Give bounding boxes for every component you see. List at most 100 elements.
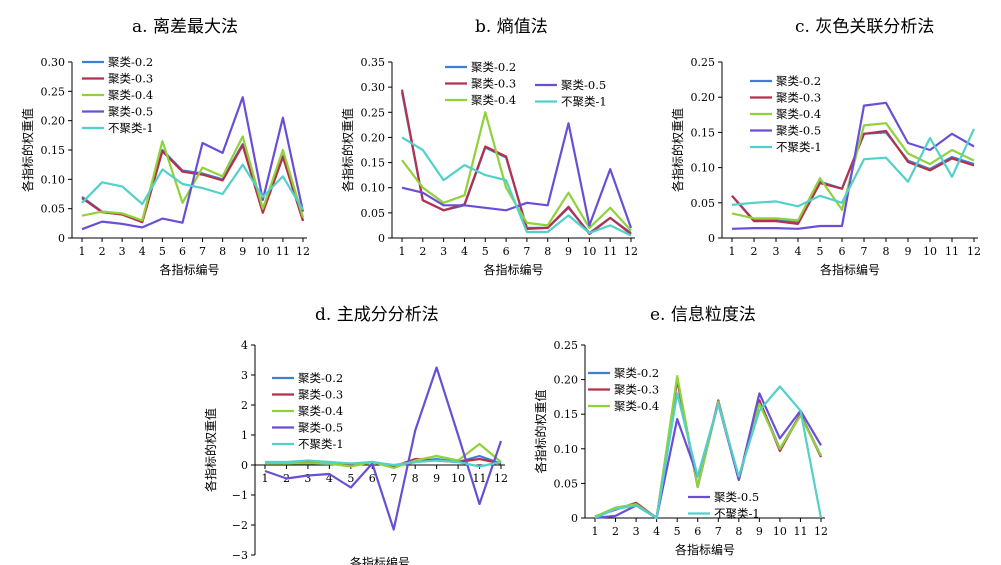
x-tick-label: 3 bbox=[304, 472, 311, 485]
y-tick-label: −1 bbox=[232, 489, 248, 502]
y-tick-label: 0.10 bbox=[41, 173, 66, 186]
x-tick-label: 1 bbox=[79, 245, 86, 258]
y-tick-label: 0.25 bbox=[691, 56, 716, 69]
chart-panel-e: e. 信息粒度法 0 0.05 0.10 0.15 0.20 0.25 1 2 3 4 5 6 7 8 9 1… bbox=[530, 290, 840, 565]
x-tick-label: 6 bbox=[839, 245, 846, 258]
x-tick-label: 5 bbox=[159, 245, 166, 258]
x-axis-title: 各指标编号 bbox=[675, 542, 735, 557]
series-line-聚类-0.5 bbox=[401, 122, 633, 229]
legend-label: 聚类-0.3 bbox=[614, 383, 659, 397]
x-tick-label: 2 bbox=[419, 245, 426, 258]
y-tick-label: 4 bbox=[241, 339, 248, 352]
chart-panel-b: b. 熵值法 0 0.05 0.10 0.15 0.20 0.25 0.30 0.35 1 2 3 4… bbox=[330, 0, 660, 285]
y-tick-label: −3 bbox=[232, 549, 248, 562]
y-tick-label: 0.05 bbox=[41, 203, 66, 216]
x-tick-label: 6 bbox=[694, 525, 701, 538]
x-tick-label: 2 bbox=[751, 245, 758, 258]
x-tick-label: 1 bbox=[262, 472, 269, 485]
x-tick-label: 5 bbox=[482, 245, 489, 258]
x-tick-label: 5 bbox=[817, 245, 824, 258]
legend-label: 聚类-0.4 bbox=[614, 399, 659, 413]
series-line-聚类-0.4 bbox=[265, 442, 502, 470]
series-line-不聚类-1 bbox=[731, 128, 975, 208]
y-tick-label: 3 bbox=[241, 369, 248, 382]
x-tick-label: 8 bbox=[883, 245, 890, 258]
legend-label: 聚类-0.3 bbox=[108, 72, 153, 86]
legend-label: 聚类-0.5 bbox=[108, 105, 153, 119]
legend-label: 不聚类-1 bbox=[714, 507, 760, 521]
legend-label: 不聚类-1 bbox=[776, 140, 822, 154]
chart-title: a. 离差最大法 bbox=[132, 17, 238, 37]
x-tick-label: 11 bbox=[945, 245, 959, 258]
x-tick-label: 10 bbox=[582, 245, 596, 258]
chart-title: e. 信息粒度法 bbox=[650, 305, 756, 325]
y-tick-label: 0 bbox=[708, 232, 715, 245]
x-axis-title: 各指标编号 bbox=[159, 262, 219, 277]
y-axis-title: 各指标的权重值 bbox=[670, 108, 685, 192]
legend-label: 聚类-0.5 bbox=[714, 490, 759, 504]
x-axis-title: 各指标编号 bbox=[820, 262, 880, 277]
legend-label: 聚类-0.3 bbox=[776, 91, 821, 105]
x-tick-label: 2 bbox=[99, 245, 106, 258]
x-tick-label: 3 bbox=[773, 245, 780, 258]
y-tick-label: 0.10 bbox=[554, 443, 579, 456]
y-tick-label: 0.05 bbox=[554, 477, 579, 490]
legend-label: 聚类-0.4 bbox=[298, 404, 343, 418]
x-tick-label: 5 bbox=[674, 525, 681, 538]
x-tick-label: 11 bbox=[793, 525, 807, 538]
y-tick-label: 0.30 bbox=[41, 56, 66, 69]
series-line-聚类-0.4 bbox=[594, 374, 822, 520]
x-tick-label: 12 bbox=[967, 245, 981, 258]
series-line-聚类-0.3 bbox=[400, 89, 632, 236]
x-tick-label: 5 bbox=[347, 472, 354, 485]
y-tick-label: 0.25 bbox=[41, 85, 66, 98]
x-tick-label: 12 bbox=[814, 525, 828, 538]
chart-title: c. 灰色关联分析法 bbox=[795, 17, 935, 37]
x-tick-label: 9 bbox=[905, 245, 912, 258]
y-tick-label: 0 bbox=[378, 232, 385, 245]
x-tick-label: 8 bbox=[544, 245, 551, 258]
x-axis-title: 各指标编号 bbox=[483, 262, 543, 277]
legend-label: 聚类-0.2 bbox=[471, 60, 516, 74]
x-tick-label: 7 bbox=[199, 245, 206, 258]
y-tick-label: 1 bbox=[241, 429, 248, 442]
x-tick-label: 9 bbox=[756, 525, 763, 538]
chart-title: b. 熵值法 bbox=[475, 17, 548, 37]
chart-panel-a: a. 离差最大法 0 0.05 0.10 0.15 0.20 0.25 0.30 1 2 3 4 5 6… bbox=[0, 0, 330, 285]
x-tick-label: 7 bbox=[390, 472, 397, 485]
x-tick-label: 4 bbox=[653, 525, 660, 538]
series-line-聚类-0.5 bbox=[81, 96, 305, 231]
chart-e-svg: 00.050.100.150.200.251 2 3 4 5 6 7 8 9 10 11 12各指标编… bbox=[533, 339, 828, 557]
y-axis-title: 各指标的权重值 bbox=[203, 408, 218, 492]
x-tick-label: 1 bbox=[399, 245, 406, 258]
y-tick-label: 0.10 bbox=[361, 182, 386, 195]
x-tick-label: 4 bbox=[326, 472, 333, 485]
x-tick-label: 1 bbox=[729, 245, 736, 258]
legend-label: 聚类-0.2 bbox=[108, 55, 153, 69]
series-line-聚类-0.5 bbox=[264, 366, 503, 531]
x-tick-label: 3 bbox=[440, 245, 447, 258]
series-line-聚类-0.2 bbox=[400, 91, 632, 235]
legend-label: 不聚类-1 bbox=[108, 121, 154, 135]
y-tick-label: 0.20 bbox=[361, 131, 386, 144]
x-tick-label: 11 bbox=[603, 245, 617, 258]
x-tick-label: 10 bbox=[923, 245, 937, 258]
y-axis-title: 各指标的权重值 bbox=[533, 389, 548, 473]
chart-b-svg: 0 0.05 0.10 0.15 0.20 0.25 0.30 0.35 1 2 3 4 5 6 7 8 9 10… bbox=[340, 56, 638, 277]
legend-label: 聚类-0.4 bbox=[108, 88, 153, 102]
chart-c-svg: 00.050.100.150.200.251 2 3 4 5 6 7 8 9 10 11 12各指标编… bbox=[670, 56, 981, 277]
series-line-不聚类-1 bbox=[401, 136, 632, 237]
x-tick-label: 10 bbox=[451, 472, 465, 485]
x-tick-label: 10 bbox=[773, 525, 787, 538]
y-axis-title: 各指标的权重值 bbox=[340, 108, 355, 192]
x-tick-label: 6 bbox=[179, 245, 186, 258]
legend-label: 聚类-0.2 bbox=[776, 74, 821, 88]
legend-label: 聚类-0.2 bbox=[614, 366, 659, 380]
x-tick-label: 3 bbox=[633, 525, 640, 538]
x-tick-label: 11 bbox=[473, 472, 487, 485]
x-tick-label: 12 bbox=[296, 245, 310, 258]
y-tick-label: 0.15 bbox=[554, 408, 579, 421]
x-tick-label: 11 bbox=[276, 245, 290, 258]
y-tick-label: 0.25 bbox=[554, 339, 579, 352]
x-tick-label: 7 bbox=[523, 245, 530, 258]
